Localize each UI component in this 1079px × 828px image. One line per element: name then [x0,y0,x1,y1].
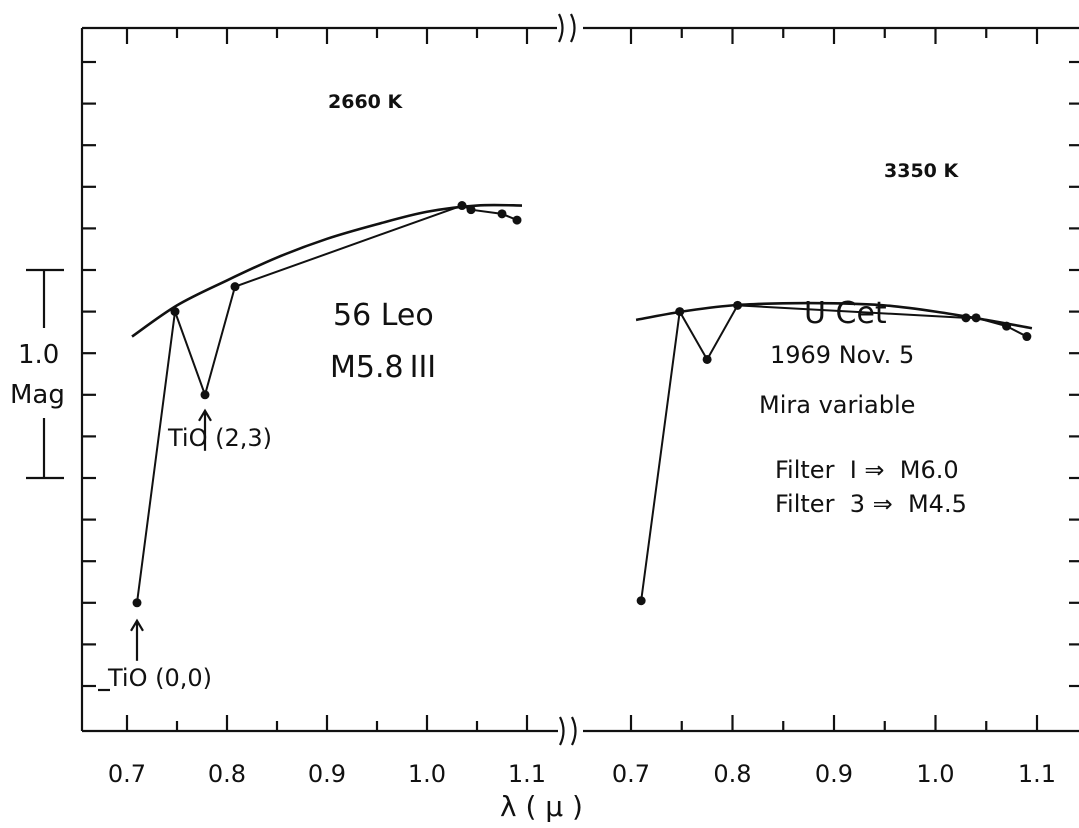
left-spectral-type-value: M5.8 [330,350,404,385]
left-arrow-label-lower: TiO (0,0) [107,664,212,692]
x-tick-label: 1.1 [508,760,546,788]
right-blackbody-label: 3350 K [884,160,959,182]
x-tick-label: 0.7 [612,760,650,788]
axis-break-mark [570,13,576,43]
x-axis-title: λ ( μ ) [500,790,583,823]
left-observed-point [132,598,142,608]
x-tick-label: 1.0 [408,760,446,788]
arrow-tio-00-head [130,618,144,632]
left-star-name: 56 Leo [333,298,434,333]
right-observed-point [733,300,743,310]
right-observed-point [702,354,712,364]
left-arrow-label-upper: TiO (2,3) [167,424,272,452]
magnitude-scale-bar [26,268,64,480]
left-blackbody-curve [131,203,523,338]
x-tick-labels: 0.7 0.8 0.9 1.0 1.1 0.7 0.8 0.9 1.0 1.1 [108,760,1056,788]
left-observed-point [200,390,210,400]
axis-ticks [82,28,1079,731]
right-observed-line [640,304,1028,601]
scale-bar-unit-label: Mag [10,380,65,410]
x-tick-label: 0.7 [108,760,146,788]
arrow-tio-23-head [198,408,212,422]
axis-break-mark [558,13,564,43]
right-filter-3: Filter 3 ⇒ M4.5 [775,490,967,518]
left-observed-point [497,209,507,219]
left-spectral-type: M5.8 III [330,350,436,385]
annotations [98,408,212,692]
x-tick-label: 0.9 [815,760,853,788]
left-observed-point [457,201,467,211]
left-observed-point [512,215,522,225]
left-observed-point [230,282,240,292]
points-group [132,201,1032,608]
left-blackbody-label: 2660 K [328,91,403,113]
left-observed-point [466,205,476,215]
x-tick-label: 1.1 [1018,760,1056,788]
right-observed-point [961,313,971,323]
left-luminosity-class: III [410,350,437,385]
right-observed-point [636,596,646,606]
x-tick-label: 0.8 [713,760,751,788]
right-observed-point [971,313,981,323]
x-tick-label: 1.0 [916,760,954,788]
scale-bar-value-label: 1.0 [18,340,59,370]
right-date: 1969 Nov. 5 [770,341,914,369]
x-tick-label: 0.9 [308,760,346,788]
left-observed-line [136,204,518,603]
plot-frame [80,13,1079,746]
right-filter-1: Filter I ⇒ M6.0 [775,456,959,484]
right-star-class: Mira variable [759,391,915,419]
right-observed-point [1002,321,1012,331]
axis-break-mark [559,716,565,746]
right-observed-point [1022,332,1032,342]
right-star-name: U Cet [804,296,887,331]
left-observed-point [170,307,180,317]
right-observed-point [675,307,685,317]
axis-break-mark [571,716,577,746]
x-tick-label: 0.8 [208,760,246,788]
